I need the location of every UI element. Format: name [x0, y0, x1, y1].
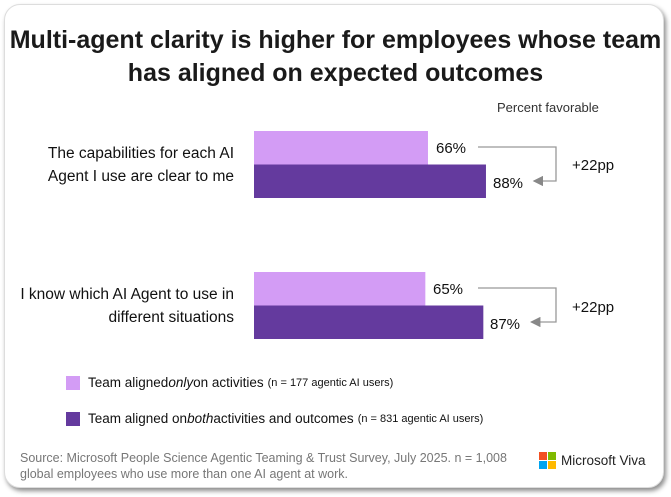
legend-text: activities and outcomes — [213, 411, 354, 426]
legend-text: Team aligned on — [88, 411, 188, 426]
difference-arrow — [478, 287, 557, 328]
unit-label: Percent favorable — [497, 100, 599, 115]
category-label: The capabilities for each AI Agent I use… — [47, 145, 234, 185]
legend-swatch — [66, 375, 80, 390]
legend-swatch — [66, 411, 80, 426]
data-label: 66% — [436, 140, 467, 157]
chart-title: Multi-agent clarity is higher for employ… — [9, 26, 662, 87]
microsoft-logo-icon — [539, 452, 556, 469]
legend-item: Team aligned only on activities (n = 177 … — [66, 375, 393, 390]
legend-item: Team aligned on both activities and outc… — [66, 411, 483, 426]
bar-both-0 — [254, 164, 486, 198]
legend-note: (n = 831 agentic AI users) — [357, 412, 484, 425]
data-label: 87% — [490, 316, 521, 333]
category-label: I know which AI Agent to use in differen… — [20, 286, 234, 326]
legend-text: Team aligned — [88, 375, 169, 390]
brand-name: Microsoft Viva — [561, 453, 646, 468]
chart-card — [4, 4, 664, 488]
data-label: 88% — [493, 175, 524, 192]
source-note: Source: Microsoft People Science Agentic… — [20, 451, 507, 481]
bar-both-1 — [254, 305, 484, 339]
difference-label: +22pp — [572, 157, 615, 174]
bar-only-activities-0 — [254, 131, 428, 165]
data-label: 65% — [433, 281, 464, 298]
legend-text: on activities — [193, 375, 264, 390]
legend-emphasis: only — [168, 375, 194, 390]
legend-note: (n = 177 agentic AI users) — [267, 376, 394, 389]
difference-arrow — [478, 146, 557, 187]
microsoft-viva-logo: Microsoft Viva — [539, 452, 646, 469]
bar-only-activities-1 — [254, 272, 426, 306]
legend-emphasis: both — [187, 411, 214, 426]
difference-label: +22pp — [572, 299, 615, 316]
